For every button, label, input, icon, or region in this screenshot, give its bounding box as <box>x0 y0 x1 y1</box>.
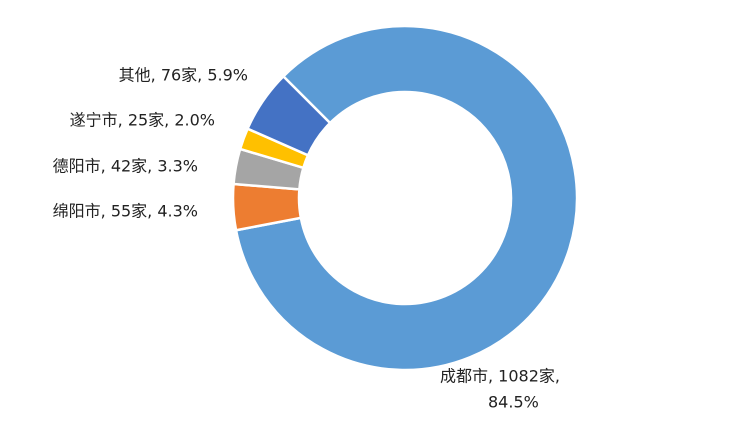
data-label: 遂宁市, 25家, 2.0% <box>70 111 215 130</box>
donut-slice <box>245 74 332 157</box>
donut-slice <box>234 24 579 372</box>
data-label: 绵阳市, 55家, 4.3% <box>53 202 198 221</box>
data-label: 其他, 76家, 5.9% <box>119 66 248 85</box>
data-label: 84.5% <box>488 393 539 412</box>
data-label: 成都市, 1082家, <box>440 367 560 386</box>
data-label: 德阳市, 42家, 3.3% <box>53 157 198 176</box>
